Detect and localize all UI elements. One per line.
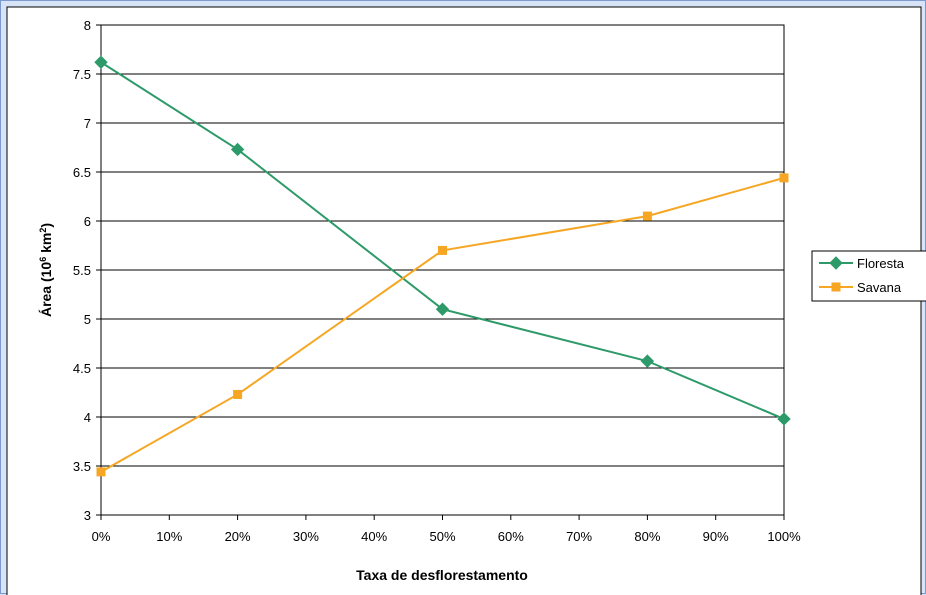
data-point [777,412,791,426]
y-axis-title: Área (106 km2) [38,223,54,317]
x-tick-label: 50% [429,529,455,544]
series-floresta [94,55,791,426]
y-axis-title-suffix: ) [38,223,54,228]
data-point [438,245,447,255]
y-axis-title-prefix: Área (10 [38,262,54,317]
data-point [642,211,652,221]
legend-label: Savana [857,280,902,295]
y-axis-ticks: 3 3.5 4 4.5 5 5.5 6 6.5 7 7.5 8 [73,18,101,523]
data-point [779,173,789,183]
x-tick-label: 20% [225,529,251,544]
x-tick-label: 30% [293,529,319,544]
y-tick-label: 6 [84,214,91,229]
y-axis-title-sup2: 2 [38,228,48,233]
y-tick-label: 3 [84,508,91,523]
legend: Floresta Savana [811,250,926,302]
data-point [640,354,655,368]
x-tick-label: 10% [156,529,182,544]
series-layer [94,55,791,477]
legend-item-floresta: Floresta [819,256,905,271]
y-tick-label: 5.5 [73,263,91,278]
series-savana [96,173,789,477]
data-point [94,55,108,69]
y-tick-label: 5 [84,312,91,327]
y-tick-label: 8 [84,18,91,33]
legend-label: Floresta [857,256,905,271]
data-point [435,302,450,316]
x-axis-title: Taxa de desflorestamento [356,567,528,583]
x-tick-label: 70% [566,529,592,544]
x-tick-label: 0% [92,529,111,544]
x-tick-label: 40% [361,529,387,544]
legend-box [811,250,926,302]
legend-marker [831,282,841,292]
legend-item-savana: Savana [819,280,902,295]
legend-marker [829,256,843,270]
y-tick-label: 3.5 [73,459,91,474]
x-tick-label: 60% [498,529,524,544]
gridlines [101,73,784,467]
data-point [233,389,243,399]
y-tick-label: 4 [84,410,91,425]
y-tick-label: 7 [84,116,91,131]
data-point [96,467,106,477]
y-tick-label: 4.5 [73,361,91,376]
y-tick-label: 7.5 [73,67,91,82]
x-tick-label: 90% [703,529,729,544]
x-tick-label: 100% [767,529,801,544]
x-axis-ticks: 0% 10% 20% 30% 40% 50% 60% 70% 80% 90% 100% [92,515,801,544]
x-tick-label: 80% [634,529,660,544]
y-axis-title-mid: km [38,233,54,257]
y-tick-label: 6.5 [73,165,91,180]
data-point [230,142,245,157]
y-axis-title-sup1: 6 [38,257,48,262]
